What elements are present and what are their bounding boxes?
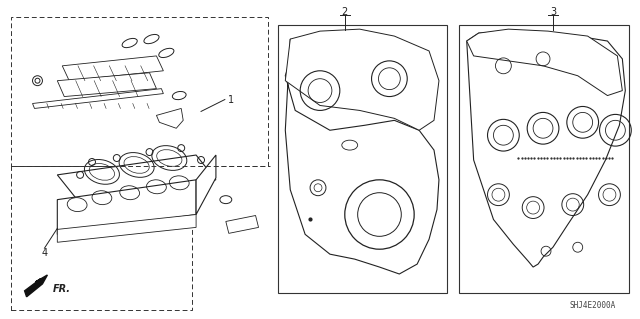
Text: 1: 1 — [228, 94, 234, 105]
Polygon shape — [58, 214, 196, 242]
Polygon shape — [58, 155, 216, 200]
Polygon shape — [58, 180, 196, 234]
Polygon shape — [285, 39, 439, 274]
Polygon shape — [226, 216, 259, 234]
Bar — [459, 25, 629, 293]
Polygon shape — [285, 29, 439, 130]
Text: FR.: FR. — [52, 284, 70, 294]
Bar — [11, 166, 192, 310]
Text: 3: 3 — [550, 7, 556, 17]
Polygon shape — [24, 275, 47, 297]
Polygon shape — [156, 108, 183, 128]
Bar — [11, 17, 268, 166]
Polygon shape — [467, 31, 625, 267]
Text: SHJ4E2000A: SHJ4E2000A — [569, 301, 616, 310]
Text: 2: 2 — [342, 7, 348, 17]
Polygon shape — [33, 89, 163, 108]
Text: 4: 4 — [42, 248, 47, 258]
Polygon shape — [58, 73, 156, 97]
Polygon shape — [196, 155, 216, 214]
Bar — [278, 25, 447, 293]
Polygon shape — [62, 56, 163, 81]
Polygon shape — [467, 29, 622, 96]
